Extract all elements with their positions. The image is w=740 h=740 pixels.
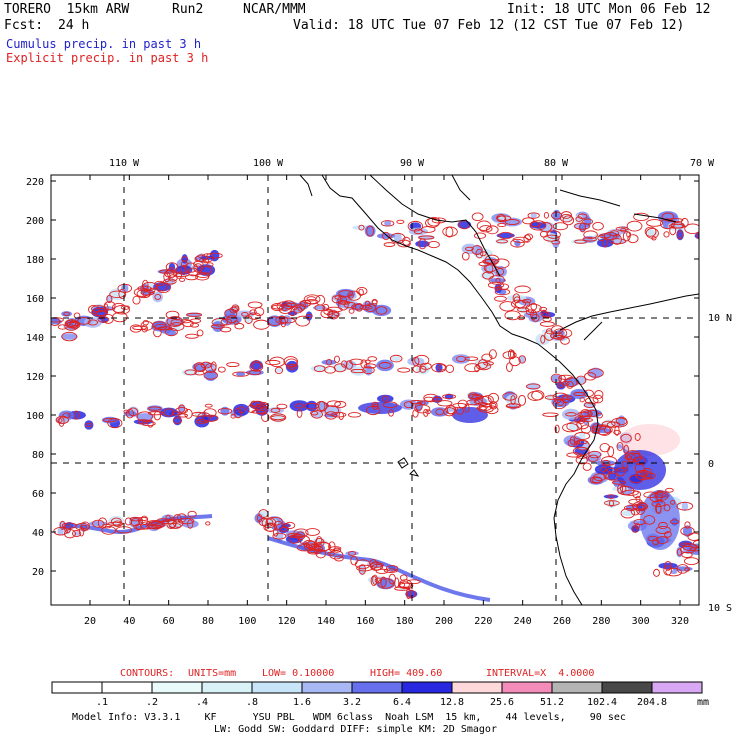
colorbar: .1.2.4.8 1.6 3.2 6.4 12.8 25.6 51.2 102.4 204.8 …	[51, 681, 709, 708]
explicit-precip-contours	[51, 211, 699, 600]
x-axis-tick-labels: 20 40 60 80 100 120 140 160 180 200 220 240 260 280 30…	[84, 616, 689, 627]
lon-label: 110 W	[109, 158, 140, 169]
model-info: Model Info: V3.3.1 KF YSU PBL WDM 6class…	[72, 712, 626, 723]
y-tick-label: 200	[26, 216, 44, 227]
fcst-value: 24 h	[58, 18, 90, 33]
x-tick-label: 240	[514, 616, 532, 627]
x-tick-label: 80	[202, 616, 214, 627]
colorbar-swatch	[301, 681, 353, 694]
x-tick-label: 120	[278, 616, 296, 627]
lat-lon-gridlines	[51, 175, 699, 605]
fcst-label: Fcst:	[4, 18, 44, 33]
x-tick-label: 140	[317, 616, 335, 627]
cumulus-precip-areas	[51, 209, 699, 602]
colorbar-label: 6.4	[393, 697, 411, 708]
y-tick-label: 140	[26, 333, 44, 344]
colorbar-swatch	[351, 681, 403, 694]
field-explicit-label: Explicit precip. in past 3 h	[6, 51, 209, 65]
colorbar-swatch	[401, 681, 453, 694]
colorbar-label: .4	[196, 697, 208, 708]
lat-label: 0	[708, 459, 714, 470]
colorbar-swatch	[501, 681, 553, 694]
contour-label: CONTOURS:	[120, 668, 175, 679]
lat-label: 10 S	[708, 603, 732, 614]
org-label: NCAR/MMM	[243, 2, 306, 17]
map-frame	[50, 174, 700, 606]
lat-label: 10 N	[708, 313, 732, 324]
x-tick-label: 160	[356, 616, 374, 627]
y-tick-label: 80	[32, 450, 44, 461]
colorbar-swatch	[101, 681, 153, 694]
x-tick-label: 220	[474, 616, 492, 627]
x-tick-label: 320	[671, 616, 689, 627]
colorbar-label: .8	[246, 697, 258, 708]
x-tick-label: 300	[632, 616, 650, 627]
y-tick-label: 160	[26, 294, 44, 305]
x-tick-label: 100	[238, 616, 256, 627]
contour-low: LOW= 0.10000	[262, 668, 335, 679]
lon-label: 100 W	[253, 158, 284, 169]
contour-interval: INTERVAL=X 4.0000	[486, 668, 595, 679]
run-label: Run2	[172, 2, 204, 17]
colorbar-label: .2	[146, 697, 158, 708]
colorbar-label: 25.6	[490, 697, 514, 708]
colorbar-label: 1.6	[293, 697, 311, 708]
lon-label: 90 W	[400, 158, 425, 169]
y-tick-label: 220	[26, 177, 44, 188]
colorbar-swatch	[551, 681, 603, 694]
y-tick-label: 100	[26, 411, 44, 422]
colorbar-swatch	[251, 681, 303, 694]
colorbar-label: 3.2	[343, 697, 361, 708]
x-tick-label: 280	[592, 616, 610, 627]
colorbar-swatch	[51, 681, 103, 694]
model-title: TORERO 15km ARW	[4, 2, 130, 17]
x-tick-label: 200	[435, 616, 453, 627]
longitude-labels: 110 W 100 W 90 W 80 W 70 W	[109, 158, 715, 169]
x-tick-label: 60	[163, 616, 175, 627]
field-cumulus-label: Cumulus precip. in past 3 h	[6, 37, 202, 51]
valid-time: Valid: 18 UTC Tue 07 Feb 12 (12 CST Tue …	[293, 18, 685, 33]
y-tick-label: 20	[32, 567, 44, 578]
init-time: Init: 18 UTC Mon 06 Feb 12	[507, 2, 711, 17]
colorbar-label: 51.2	[540, 697, 564, 708]
contour-units: UNITS=mm	[188, 668, 237, 679]
x-tick-label: 40	[123, 616, 135, 627]
y-tick-label: 60	[32, 489, 44, 500]
colorbar-swatch	[201, 681, 253, 694]
x-tick-label: 20	[84, 616, 96, 627]
lon-label: 70 W	[690, 158, 715, 169]
contour-high: HIGH= 409.60	[370, 668, 443, 679]
latitude-labels: 10 N 0 10 S	[708, 313, 732, 614]
colorbar-unit: mm	[697, 697, 709, 708]
y-tick-label: 180	[26, 255, 44, 266]
colorbar-swatch	[601, 681, 653, 694]
colorbar-label: 12.8	[440, 697, 464, 708]
physics-info: LW: Godd SW: Goddard DIFF: simple KM: 2D…	[214, 724, 497, 735]
coastlines	[299, 175, 699, 605]
colorbar-swatch	[151, 681, 203, 694]
lon-label: 80 W	[544, 158, 569, 169]
y-tick-label: 120	[26, 372, 44, 383]
y-axis-tick-labels: 20 40 60 80 100 120 140 160 180 200 220	[26, 177, 44, 578]
colorbar-swatch	[651, 681, 703, 694]
colorbar-label: 102.4	[587, 697, 617, 708]
colorbar-label: .1	[96, 697, 108, 708]
colorbar-label: 204.8	[637, 697, 667, 708]
colorbar-swatch	[451, 681, 503, 694]
x-tick-label: 260	[553, 616, 571, 627]
x-tick-label: 180	[396, 616, 414, 627]
y-tick-label: 40	[32, 528, 44, 539]
